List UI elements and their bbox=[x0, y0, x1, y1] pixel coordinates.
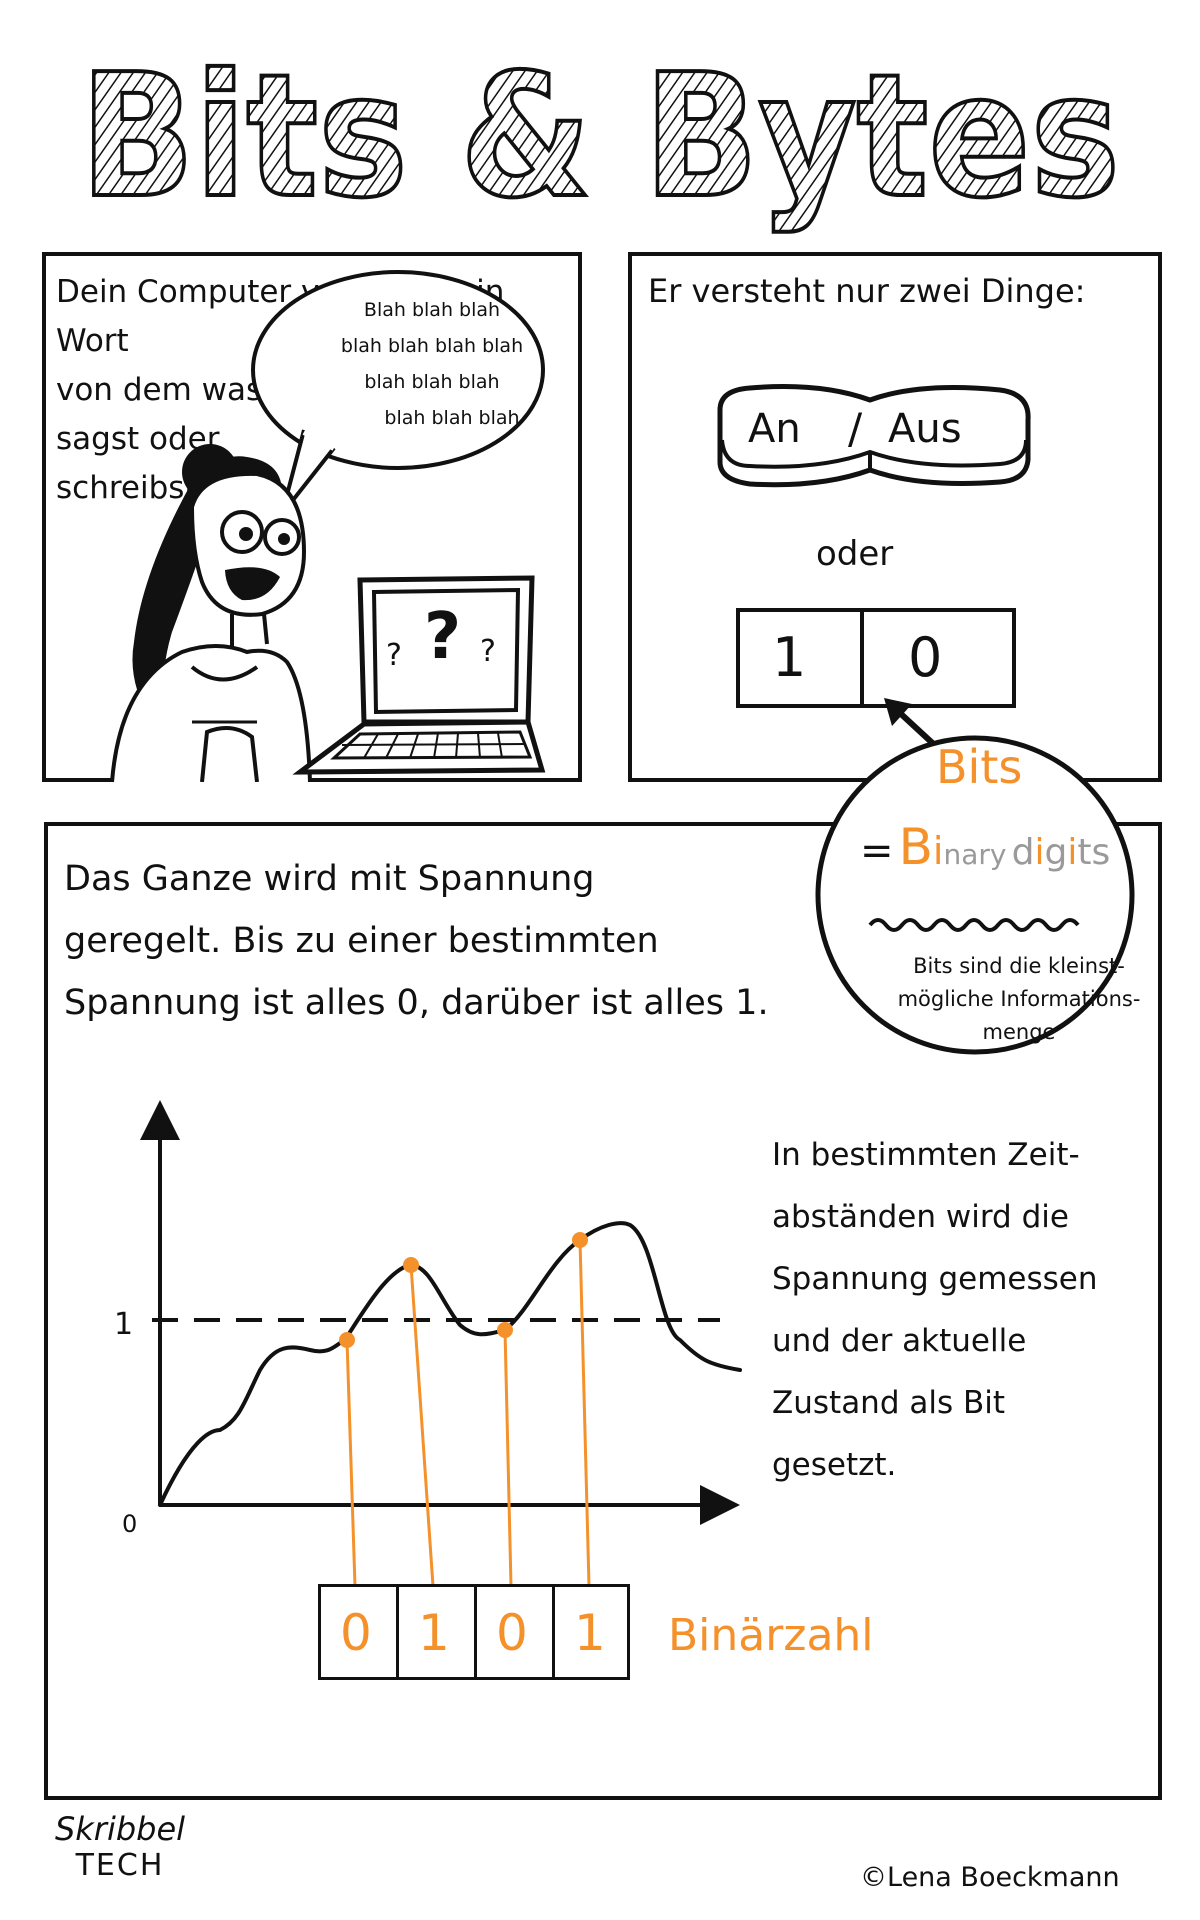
bits-title: Bits bbox=[936, 740, 1023, 794]
binary-digit: 0 bbox=[340, 1604, 372, 1662]
voltage-curve bbox=[158, 1221, 742, 1507]
panel3-side-text: In bestimmten Zeit- abständen wird die S… bbox=[772, 1124, 1142, 1496]
sample-drop-line bbox=[409, 1264, 435, 1587]
sample-point bbox=[339, 1332, 355, 1348]
side-line: Spannung gemessen bbox=[772, 1261, 1098, 1297]
sample-drop-line bbox=[503, 1329, 513, 1587]
logo-top: Skribbel bbox=[54, 1810, 186, 1848]
binary-letter-b: B bbox=[898, 818, 933, 876]
equals-sign: = bbox=[860, 828, 894, 874]
logo: Skribbel TECH bbox=[30, 1810, 210, 1883]
speech-line: blah blah blah bbox=[364, 371, 500, 393]
side-line: abständen wird die bbox=[772, 1199, 1069, 1235]
sample-points bbox=[339, 1232, 591, 1587]
panel1-line: schreibst. bbox=[56, 470, 207, 506]
bit-box bbox=[736, 608, 1016, 708]
oder-label: oder bbox=[816, 534, 894, 574]
switch-slash: / bbox=[848, 404, 863, 453]
bits-note: Bits sind die kleinst- mögliche Informat… bbox=[884, 950, 1154, 1049]
bit-one: 1 bbox=[772, 626, 807, 689]
binary-rest: nary bbox=[943, 838, 1007, 871]
panel2-heading: Er versteht nur zwei Dinge: bbox=[648, 272, 1086, 310]
question-mark-small-left: ? bbox=[386, 638, 402, 673]
sample-drop-line bbox=[578, 1239, 591, 1587]
panel1-drawing bbox=[110, 270, 546, 782]
sample-drop-line bbox=[345, 1339, 357, 1587]
bits-note-line: mögliche Informations- bbox=[897, 987, 1141, 1011]
sample-point bbox=[497, 1322, 513, 1338]
logo-bottom: TECH bbox=[75, 1848, 165, 1883]
binary-divider bbox=[552, 1584, 555, 1680]
speech-text: Blah blah blah blah blah blah blah blah … bbox=[312, 292, 552, 436]
digits-letter-i2: i bbox=[1067, 832, 1078, 873]
question-mark-small-right: ? bbox=[480, 634, 496, 669]
digits-letter-ts: ts bbox=[1077, 832, 1111, 873]
side-line: In bestimmten Zeit- bbox=[772, 1137, 1080, 1173]
speech-line: blah blah blah bbox=[384, 407, 520, 429]
laptop-base bbox=[292, 719, 546, 775]
side-line: gesetzt. bbox=[772, 1447, 897, 1483]
bits-circle bbox=[815, 735, 1135, 1055]
digits-letter-i: i bbox=[1034, 832, 1045, 873]
speech-line: Blah blah blah bbox=[363, 299, 501, 321]
side-line: Zustand als Bit bbox=[772, 1385, 1006, 1421]
voltage-chart: 0 1 bbox=[114, 1100, 742, 1587]
binary-digit: 1 bbox=[418, 1604, 450, 1662]
speech-bubble bbox=[251, 270, 545, 470]
bit-box-divider bbox=[860, 608, 864, 708]
mouth bbox=[225, 567, 280, 601]
bits-note-line: menge bbox=[982, 1020, 1056, 1044]
panel3-line: geregelt. Bis zu einer bestimmten bbox=[64, 921, 659, 961]
bit-zero: 0 bbox=[908, 626, 943, 689]
panel3-text: Das Ganze wird mit Spannung geregelt. Bi… bbox=[64, 848, 844, 1034]
panel3-line: Das Ganze wird mit Spannung bbox=[64, 859, 595, 899]
squiggle-divider bbox=[868, 918, 1080, 932]
switch-icon bbox=[717, 384, 1031, 488]
binary-label: Binärzahl bbox=[668, 1610, 874, 1661]
sample-point bbox=[572, 1232, 588, 1248]
title-area: Bits & Bytes bbox=[78, 36, 1122, 238]
y-tick-zero: 0 bbox=[122, 1510, 137, 1538]
binary-digit: 1 bbox=[574, 1604, 606, 1662]
switch-off-label: Aus bbox=[888, 406, 962, 452]
binary-digit: 0 bbox=[496, 1604, 528, 1662]
side-line: und der aktuelle bbox=[772, 1323, 1027, 1359]
digits-letter-g: g bbox=[1044, 832, 1068, 873]
sample-point bbox=[403, 1257, 419, 1273]
binary-digits-line: = Binary digits bbox=[860, 818, 1110, 876]
speech-line: blah blah blah blah bbox=[340, 335, 524, 357]
bits-note-line: Bits sind die kleinst- bbox=[913, 954, 1125, 978]
bits-circle-drawing bbox=[815, 698, 1135, 1055]
binary-letter-i: i bbox=[932, 829, 944, 873]
switch-drawing bbox=[717, 384, 1031, 488]
page-title: Bits & Bytes bbox=[80, 38, 1120, 236]
panel3-line: Spannung ist alles 0, darüber ist alles … bbox=[64, 983, 769, 1023]
y-tick-one: 1 bbox=[114, 1307, 133, 1342]
digits-letter-d: d bbox=[1011, 832, 1035, 873]
copyright: ©Lena Boeckmann bbox=[860, 1862, 1120, 1893]
question-mark-large: ? bbox=[424, 600, 462, 674]
switch-on-label: An bbox=[748, 406, 801, 452]
binary-divider bbox=[474, 1584, 477, 1680]
screen-question-marks: ? ? ? bbox=[380, 600, 520, 690]
hoodie bbox=[110, 644, 312, 782]
binary-divider bbox=[396, 1584, 399, 1680]
